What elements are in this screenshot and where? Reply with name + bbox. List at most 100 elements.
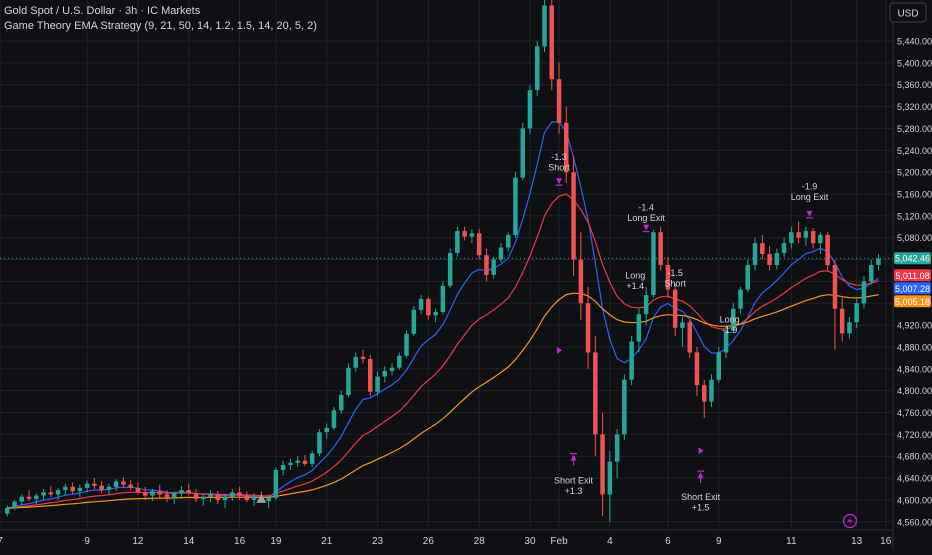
candle[interactable] bbox=[77, 484, 83, 498]
candle-body[interactable] bbox=[731, 308, 736, 331]
candle[interactable] bbox=[636, 308, 642, 353]
candle-body[interactable] bbox=[803, 231, 809, 238]
candle-body[interactable] bbox=[128, 484, 133, 488]
indicator-title[interactable]: Game Theory EMA Strategy (9, 21, 50, 14,… bbox=[4, 20, 317, 32]
candle-body[interactable] bbox=[774, 253, 780, 265]
candle-body[interactable] bbox=[368, 359, 373, 392]
candle-body[interactable] bbox=[818, 234, 823, 244]
candles[interactable] bbox=[5, 0, 881, 522]
candle-body[interactable] bbox=[26, 496, 32, 499]
candle[interactable] bbox=[92, 478, 97, 490]
candle-body[interactable] bbox=[716, 352, 722, 380]
candle[interactable] bbox=[680, 316, 685, 347]
candle[interactable] bbox=[135, 482, 141, 495]
currency-button-frame[interactable] bbox=[889, 2, 927, 23]
candle[interactable] bbox=[702, 379, 707, 418]
candle[interactable] bbox=[55, 487, 61, 500]
candle-body[interactable] bbox=[12, 501, 17, 509]
candle[interactable] bbox=[716, 346, 722, 383]
candle[interactable] bbox=[418, 295, 424, 315]
candle-body[interactable] bbox=[360, 356, 366, 359]
candle[interactable] bbox=[462, 226, 467, 241]
candle-body[interactable] bbox=[535, 46, 540, 91]
candle-body[interactable] bbox=[593, 352, 598, 435]
candle-body[interactable] bbox=[752, 243, 758, 265]
candle[interactable] bbox=[535, 40, 540, 96]
candle[interactable] bbox=[491, 256, 496, 279]
candle[interactable] bbox=[564, 106, 569, 184]
candle-body[interactable] bbox=[738, 289, 743, 309]
candle[interactable] bbox=[869, 259, 874, 285]
candle[interactable] bbox=[201, 493, 206, 506]
candle[interactable] bbox=[222, 493, 228, 509]
candle-body[interactable] bbox=[208, 494, 213, 497]
candle-body[interactable] bbox=[411, 309, 417, 334]
candle[interactable] bbox=[876, 254, 881, 271]
candle-body[interactable] bbox=[266, 497, 271, 502]
candle-body[interactable] bbox=[113, 481, 119, 487]
candle[interactable] bbox=[5, 505, 10, 517]
candle[interactable] bbox=[549, 0, 555, 91]
candle-body[interactable] bbox=[143, 492, 148, 496]
candle-body[interactable] bbox=[680, 322, 685, 328]
candle-body[interactable] bbox=[317, 432, 322, 454]
candle-body[interactable] bbox=[157, 491, 163, 495]
candle-body[interactable] bbox=[389, 367, 395, 371]
candle[interactable] bbox=[193, 489, 199, 503]
candle[interactable] bbox=[172, 491, 177, 505]
candle-body[interactable] bbox=[513, 177, 518, 235]
candle[interactable] bbox=[803, 226, 809, 246]
candle-body[interactable] bbox=[5, 508, 10, 514]
candle-body[interactable] bbox=[484, 255, 489, 275]
candle[interactable] bbox=[280, 460, 286, 476]
candle-body[interactable] bbox=[549, 5, 555, 80]
candle-body[interactable] bbox=[280, 465, 286, 470]
candle-body[interactable] bbox=[658, 232, 663, 265]
candle-body[interactable] bbox=[418, 298, 424, 310]
candle[interactable] bbox=[810, 227, 816, 249]
candle[interactable] bbox=[687, 319, 693, 358]
candle-body[interactable] bbox=[462, 231, 467, 237]
candle-body[interactable] bbox=[237, 492, 242, 496]
candle[interactable] bbox=[404, 330, 409, 358]
candle-body[interactable] bbox=[295, 460, 300, 463]
candle[interactable] bbox=[825, 232, 830, 271]
candle-body[interactable] bbox=[230, 492, 235, 497]
candle-body[interactable] bbox=[781, 243, 787, 253]
candle-body[interactable] bbox=[288, 462, 293, 465]
candle-body[interactable] bbox=[433, 312, 438, 316]
candle-body[interactable] bbox=[869, 265, 874, 282]
candle[interactable] bbox=[41, 489, 46, 500]
candle[interactable] bbox=[113, 479, 119, 492]
candle[interactable] bbox=[360, 349, 366, 364]
candle-body[interactable] bbox=[825, 234, 830, 265]
candle[interactable] bbox=[295, 456, 300, 468]
candle-body[interactable] bbox=[106, 486, 112, 491]
candle-body[interactable] bbox=[687, 322, 693, 353]
candle-body[interactable] bbox=[92, 483, 97, 486]
candle-body[interactable] bbox=[41, 492, 46, 496]
candle-body[interactable] bbox=[636, 314, 642, 342]
candle[interactable] bbox=[143, 486, 148, 500]
candle[interactable] bbox=[600, 412, 605, 517]
candle-body[interactable] bbox=[179, 490, 184, 494]
candle[interactable] bbox=[164, 490, 170, 503]
candle-body[interactable] bbox=[302, 460, 308, 464]
candle[interactable] bbox=[658, 226, 663, 271]
candle-body[interactable] bbox=[542, 5, 547, 47]
candle-body[interactable] bbox=[172, 493, 177, 498]
candle[interactable] bbox=[629, 336, 634, 386]
candle-body[interactable] bbox=[520, 128, 526, 178]
candle[interactable] bbox=[273, 467, 279, 500]
candle[interactable] bbox=[19, 494, 25, 506]
candle[interactable] bbox=[433, 308, 438, 323]
candle[interactable] bbox=[469, 229, 475, 244]
candle-body[interactable] bbox=[767, 254, 772, 265]
candle-body[interactable] bbox=[789, 232, 794, 244]
candle[interactable] bbox=[121, 477, 126, 488]
candle[interactable] bbox=[839, 297, 845, 342]
candle[interactable] bbox=[411, 305, 417, 337]
candle-body[interactable] bbox=[135, 487, 141, 493]
candle[interactable] bbox=[346, 363, 351, 398]
